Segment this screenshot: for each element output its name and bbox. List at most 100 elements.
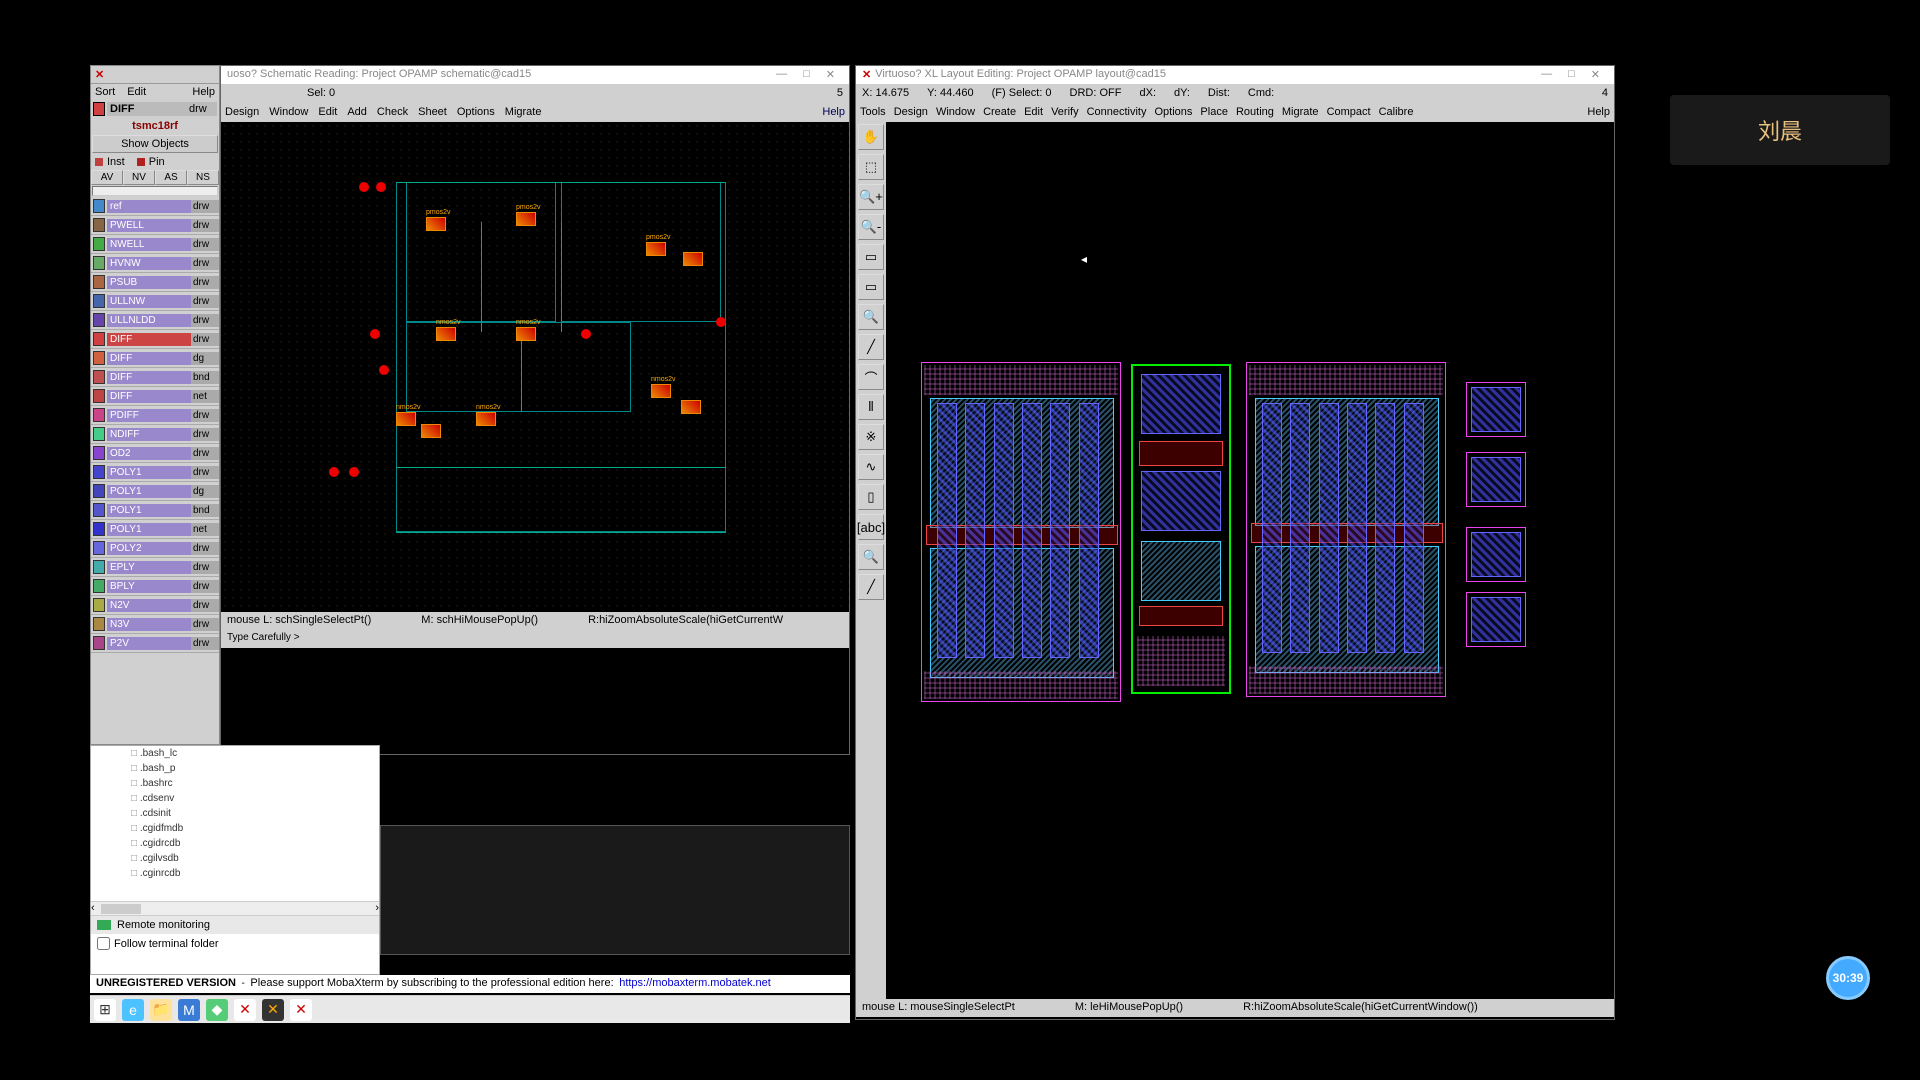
menu-add[interactable]: Add [347, 106, 367, 118]
layout-canvas[interactable]: ◂ [886, 122, 1614, 999]
transistor[interactable] [421, 424, 457, 448]
pin-toggle[interactable] [137, 158, 145, 166]
menu-place[interactable]: Place [1200, 106, 1228, 118]
file-item[interactable]: .cdsinit [91, 806, 379, 821]
taskbar-icon[interactable]: ✕ [290, 999, 312, 1021]
menu-window[interactable]: Window [936, 106, 975, 118]
layer-row-ref[interactable]: refdrw [91, 197, 219, 216]
menu-compact[interactable]: Compact [1327, 106, 1371, 118]
transistor[interactable]: pmos2v [516, 212, 552, 236]
layout-cell[interactable] [1466, 452, 1526, 507]
inst-toggle[interactable] [95, 158, 103, 166]
wire[interactable] [561, 222, 562, 332]
layer-row-diff[interactable]: DIFFbnd [91, 368, 219, 387]
lsw-show-objects[interactable]: Show Objects [92, 135, 218, 153]
menu-tools[interactable]: Tools [860, 106, 886, 118]
layer-row-diff[interactable]: DIFFdrw [91, 330, 219, 349]
file-item[interactable]: .bashrc [91, 776, 379, 791]
minimize-icon[interactable]: — [768, 68, 795, 82]
transistor[interactable]: nmos2v [476, 412, 512, 436]
tool-button[interactable]: ▭ [858, 244, 884, 270]
menu-help[interactable]: Help [822, 106, 845, 118]
file-item[interactable]: .cdsenv [91, 791, 379, 806]
taskbar-icon[interactable]: ⊞ [94, 999, 116, 1021]
menu-design[interactable]: Design [894, 106, 928, 118]
tool-button[interactable]: ╱ [858, 574, 884, 600]
close-icon[interactable]: ✕ [1583, 68, 1608, 82]
close-icon[interactable]: ✕ [95, 68, 104, 81]
lsw-filter[interactable] [92, 186, 218, 196]
menu-verify[interactable]: Verify [1051, 106, 1079, 118]
taskbar-icon[interactable]: ✕ [234, 999, 256, 1021]
wire[interactable] [396, 532, 726, 533]
tool-button[interactable]: ⫴ [858, 394, 884, 420]
file-item[interactable]: .cgidfmdb [91, 821, 379, 836]
tool-button[interactable]: 🔍- [858, 214, 884, 240]
tool-button[interactable]: ▯ [858, 484, 884, 510]
tool-button[interactable]: ※ [858, 424, 884, 450]
unreg-link[interactable]: https://mobaxterm.mobatek.net [619, 977, 771, 989]
layer-row-diff[interactable]: DIFFdg [91, 349, 219, 368]
layer-row-ullnw[interactable]: ULLNWdrw [91, 292, 219, 311]
menu-calibre[interactable]: Calibre [1379, 106, 1414, 118]
layer-row-p2v[interactable]: P2Vdrw [91, 634, 219, 653]
transistor[interactable] [681, 400, 717, 424]
maximize-icon[interactable]: □ [1560, 68, 1583, 82]
remote-monitoring[interactable]: Remote monitoring [91, 915, 379, 934]
menu-window[interactable]: Window [269, 106, 308, 118]
pin[interactable] [376, 182, 386, 192]
lsw-menu-sort[interactable]: Sort [95, 86, 115, 98]
follow-terminal[interactable]: Follow terminal folder [91, 934, 379, 953]
taskbar-icon[interactable]: M [178, 999, 200, 1021]
layer-row-ullnldd[interactable]: ULLNLDDdrw [91, 311, 219, 330]
layout-cell[interactable] [1131, 364, 1231, 694]
lsw-av[interactable]: AV [91, 170, 123, 185]
file-item[interactable]: .cgilvsdb [91, 851, 379, 866]
pin[interactable] [329, 467, 339, 477]
layer-row-poly1[interactable]: POLY1net [91, 520, 219, 539]
schematic-canvas[interactable]: pmos2vpmos2vpmos2vnmos2vnmos2vnmos2vnmos… [221, 122, 849, 612]
layer-row-nwell[interactable]: NWELLdrw [91, 235, 219, 254]
pin[interactable] [581, 329, 591, 339]
layer-row-od2[interactable]: OD2drw [91, 444, 219, 463]
tool-button[interactable]: 🔍 [858, 304, 884, 330]
ciw-console[interactable] [380, 825, 850, 955]
file-scrollbar[interactable]: ‹› [91, 901, 379, 915]
layout-cell[interactable] [1466, 592, 1526, 647]
lsw-nv[interactable]: NV [123, 170, 155, 185]
layer-row-ndiff[interactable]: NDIFFdrw [91, 425, 219, 444]
schematic-titlebar[interactable]: uoso? Schematic Reading: Project OPAMP s… [221, 66, 849, 84]
schematic-prompt[interactable]: Type Carefully > [221, 630, 849, 648]
wire[interactable] [396, 182, 726, 183]
layout-cell[interactable] [1246, 362, 1446, 697]
layer-row-bply[interactable]: BPLYdrw [91, 577, 219, 596]
follow-checkbox[interactable] [97, 937, 110, 950]
layer-row-poly1[interactable]: POLY1drw [91, 463, 219, 482]
tool-button[interactable]: 🔍+ [858, 184, 884, 210]
layer-row-pdiff[interactable]: PDIFFdrw [91, 406, 219, 425]
tool-button[interactable]: ⌒ [858, 364, 884, 390]
pin[interactable] [359, 182, 369, 192]
menu-help[interactable]: Help [1587, 106, 1610, 118]
menu-options[interactable]: Options [1155, 106, 1193, 118]
menu-edit[interactable]: Edit [1024, 106, 1043, 118]
layer-row-pwell[interactable]: PWELLdrw [91, 216, 219, 235]
file-item[interactable]: .bash_lc [91, 746, 379, 761]
minimize-icon[interactable]: — [1533, 68, 1560, 82]
tool-button[interactable]: ▭ [858, 274, 884, 300]
pin[interactable] [379, 365, 389, 375]
taskbar-icon[interactable]: 📁 [150, 999, 172, 1021]
taskbar-icon[interactable]: ✕ [262, 999, 284, 1021]
tool-button[interactable]: [abc] [858, 514, 884, 540]
transistor[interactable]: nmos2v [436, 327, 472, 351]
tool-button[interactable]: ∿ [858, 454, 884, 480]
menu-migrate[interactable]: Migrate [1282, 106, 1319, 118]
lsw-menu-help[interactable]: Help [192, 86, 215, 98]
layer-row-n3v[interactable]: N3Vdrw [91, 615, 219, 634]
transistor[interactable]: pmos2v [426, 217, 462, 241]
lsw-as[interactable]: AS [155, 170, 187, 185]
layout-cell[interactable] [1466, 527, 1526, 582]
lsw-titlebar[interactable]: ✕ [91, 66, 219, 84]
menu-design[interactable]: Design [225, 106, 259, 118]
layout-titlebar[interactable]: ✕ Virtuoso? XL Layout Editing: Project O… [856, 66, 1614, 84]
